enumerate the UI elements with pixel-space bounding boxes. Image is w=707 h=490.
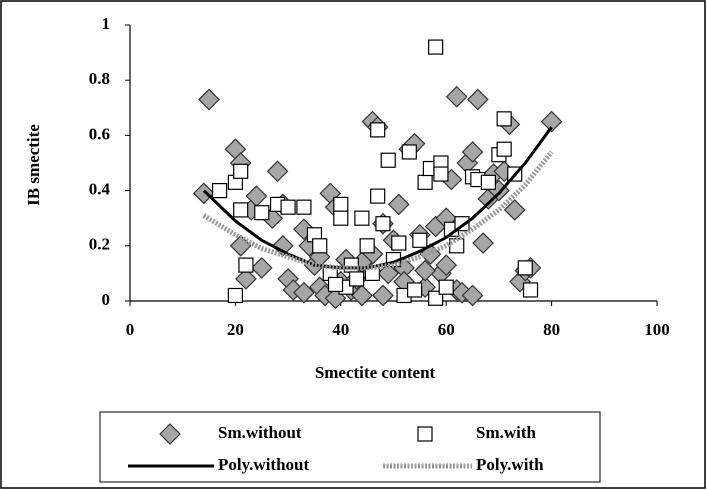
legend-label: Poly.without (218, 455, 309, 474)
square-marker (233, 202, 249, 218)
diamond-marker (293, 281, 315, 304)
square-marker (327, 276, 344, 293)
square-marker (406, 282, 423, 298)
square-marker (380, 152, 396, 168)
x-tick-label: 100 (644, 320, 670, 339)
diamond-marker (266, 160, 289, 183)
square-marker (496, 111, 512, 127)
square-marker (522, 282, 539, 298)
square-marker (233, 163, 249, 179)
square-marker (496, 141, 512, 157)
y-tick-label: 0.2 (89, 235, 110, 254)
diamond-marker (229, 234, 252, 257)
trend-line (202, 150, 554, 271)
square-marker (227, 287, 243, 304)
square-marker (375, 216, 391, 232)
diamond-marker (445, 85, 468, 108)
square-marker (333, 210, 349, 226)
x-tick-label: 40 (332, 320, 349, 339)
square-marker (480, 174, 496, 190)
square-marker (354, 210, 370, 226)
y-tick-label: 0.4 (89, 180, 111, 199)
square-marker (370, 188, 386, 204)
x-axis-title: Smectite content (315, 363, 436, 382)
legend-symbol (417, 426, 433, 442)
square-marker (449, 238, 465, 254)
square-marker (333, 196, 349, 212)
diamond-marker (461, 141, 484, 163)
square-marker (254, 205, 270, 221)
x-tick-label: 20 (227, 320, 244, 339)
diamond-marker (540, 110, 563, 133)
square-marker (296, 199, 312, 215)
diamond-marker (387, 193, 410, 216)
square-marker (312, 238, 328, 254)
diamond-marker (503, 199, 526, 221)
square-marker (428, 39, 444, 55)
legend-label: Sm.with (476, 423, 537, 442)
diamond-marker (198, 88, 220, 111)
diamond-marker (192, 182, 215, 205)
x-tick-label: 60 (438, 320, 455, 339)
diamond-marker (372, 284, 394, 307)
diamond-marker (414, 259, 436, 282)
square-marker (211, 183, 228, 199)
square-marker (280, 199, 296, 215)
square-marker (517, 260, 533, 276)
diamond-marker (461, 284, 484, 307)
legend-symbol (159, 423, 181, 445)
square-marker (349, 271, 365, 287)
square-marker (401, 144, 417, 160)
y-tick-label: 0.8 (89, 69, 110, 88)
square-marker (391, 235, 407, 251)
legend-label: Sm.without (218, 423, 302, 442)
diamond-marker (250, 257, 273, 279)
legend-box (99, 411, 601, 483)
square-marker (417, 174, 433, 190)
diamond-marker (466, 88, 489, 111)
diamond-marker (351, 284, 373, 307)
x-tick-label: 0 (126, 320, 135, 339)
legend-label: Poly.with (476, 455, 544, 474)
square-marker (438, 279, 454, 295)
y-tick-label: 0.6 (89, 124, 110, 143)
diamond-marker (235, 268, 257, 290)
y-axis-title: IB smectite (24, 124, 43, 206)
diamond-marker (435, 254, 458, 276)
square-marker (238, 257, 254, 273)
square-marker (359, 238, 375, 254)
square-marker (433, 166, 449, 182)
y-tick-label: 1 (102, 14, 111, 33)
trend-line (202, 126, 553, 270)
y-tick-label: 0 (102, 290, 111, 309)
x-tick-label: 80 (543, 320, 560, 339)
diamond-marker (472, 232, 494, 254)
square-marker (412, 232, 428, 248)
square-marker (370, 122, 386, 138)
